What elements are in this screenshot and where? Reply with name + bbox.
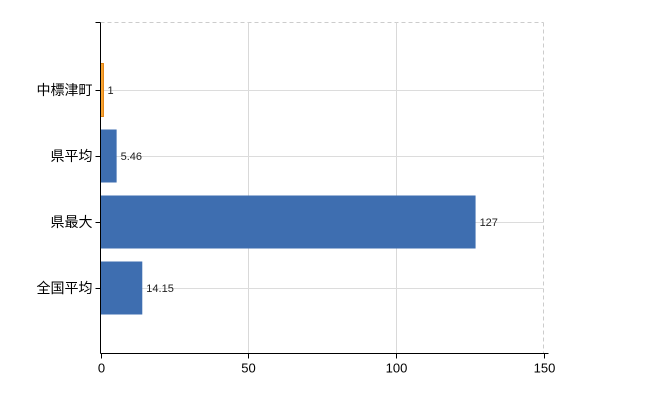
category-label: 県最大	[51, 214, 93, 230]
value-label: 14.15	[146, 283, 174, 295]
x-tick-label: 50	[241, 361, 255, 376]
x-tick-label: 100	[386, 361, 408, 376]
value-label: 1	[107, 85, 113, 97]
category-label: 全国平均	[37, 280, 93, 296]
x-tick-label: 150	[534, 361, 556, 376]
category-label: 県平均	[51, 148, 93, 164]
bar	[100, 261, 143, 315]
bar	[100, 195, 476, 249]
category-label: 中標津町	[37, 82, 93, 98]
x-tick-label: 0	[98, 361, 105, 376]
value-label: 5.46	[121, 151, 142, 163]
value-label: 127	[480, 217, 498, 229]
bar	[100, 129, 117, 183]
